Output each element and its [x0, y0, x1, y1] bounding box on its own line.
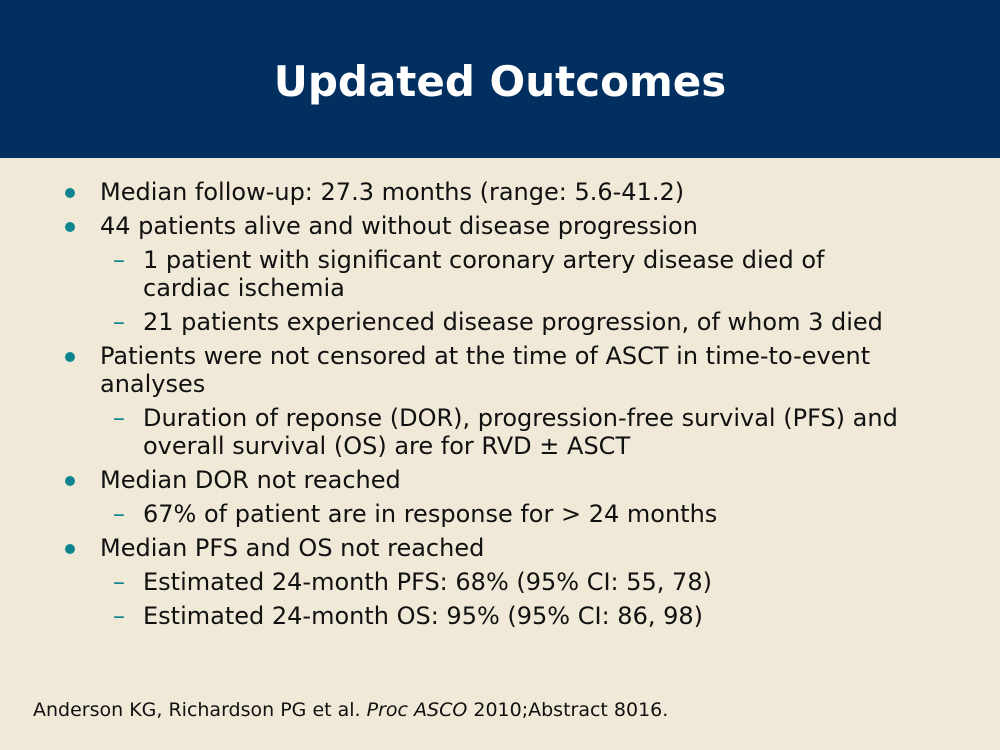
bullet-dot-icon: [65, 188, 75, 198]
bullet-dot-icon: [65, 544, 75, 554]
sub-bullet-text: Estimated 24-month PFS: 68% (95% CI: 55,…: [143, 568, 712, 596]
sub-bullet-text: 67% of patient are in response for > 24 …: [143, 500, 718, 528]
title-banner: Updated Outcomes: [0, 0, 1000, 158]
bullet-text: Median PFS and OS not reached: [100, 534, 485, 562]
citation-reference: 2010;Abstract 8016.: [473, 699, 669, 721]
bullet-text: Patients were not censored at the time o…: [100, 342, 871, 398]
slide-title: Updated Outcomes: [273, 57, 727, 106]
dash-icon: –: [113, 404, 125, 432]
bullet-item: Median PFS and OS not reached: [0, 534, 900, 562]
bullet-item: 44 patients alive and without disease pr…: [0, 212, 900, 240]
bullet-dot-icon: [65, 352, 75, 362]
bullet-item: Median follow-up: 27.3 months (range: 5.…: [0, 178, 900, 206]
dash-icon: –: [113, 246, 125, 274]
sub-bullet-text: Duration of reponse (DOR), progression-f…: [143, 404, 898, 460]
sub-bullet-text: 21 patients experienced disease progress…: [143, 308, 883, 336]
citation-footer: Anderson KG, Richardson PG et al. Proc A…: [33, 697, 668, 723]
sub-bullet-item: – 21 patients experienced disease progre…: [0, 308, 903, 336]
sub-bullet-text: Estimated 24-month OS: 95% (95% CI: 86, …: [143, 602, 703, 630]
sub-bullet-item: – 67% of patient are in response for > 2…: [0, 500, 903, 528]
sub-bullet-item: – Estimated 24-month PFS: 68% (95% CI: 5…: [0, 568, 903, 596]
bullet-item: Patients were not censored at the time o…: [0, 342, 900, 398]
bullet-text: Median DOR not reached: [100, 466, 401, 494]
sub-bullet-item: – Duration of reponse (DOR), progression…: [0, 404, 903, 460]
citation-journal: Proc ASCO: [366, 699, 468, 721]
sub-bullet-item: – Estimated 24-month OS: 95% (95% CI: 86…: [0, 602, 903, 630]
sub-bullet-text: 1 patient with significant coronary arte…: [143, 246, 825, 302]
dash-icon: –: [113, 308, 125, 336]
dash-icon: –: [113, 500, 125, 528]
bullet-dot-icon: [65, 222, 75, 232]
dash-icon: –: [113, 568, 125, 596]
bullet-text: 44 patients alive and without disease pr…: [100, 212, 698, 240]
bullet-list: Median follow-up: 27.3 months (range: 5.…: [0, 178, 1000, 636]
bullet-text: Median follow-up: 27.3 months (range: 5.…: [100, 178, 685, 206]
bullet-dot-icon: [65, 476, 75, 486]
sub-bullet-item: – 1 patient with significant coronary ar…: [0, 246, 903, 302]
citation-authors: Anderson KG, Richardson PG et al.: [33, 699, 361, 721]
dash-icon: –: [113, 602, 125, 630]
bullet-item: Median DOR not reached: [0, 466, 900, 494]
